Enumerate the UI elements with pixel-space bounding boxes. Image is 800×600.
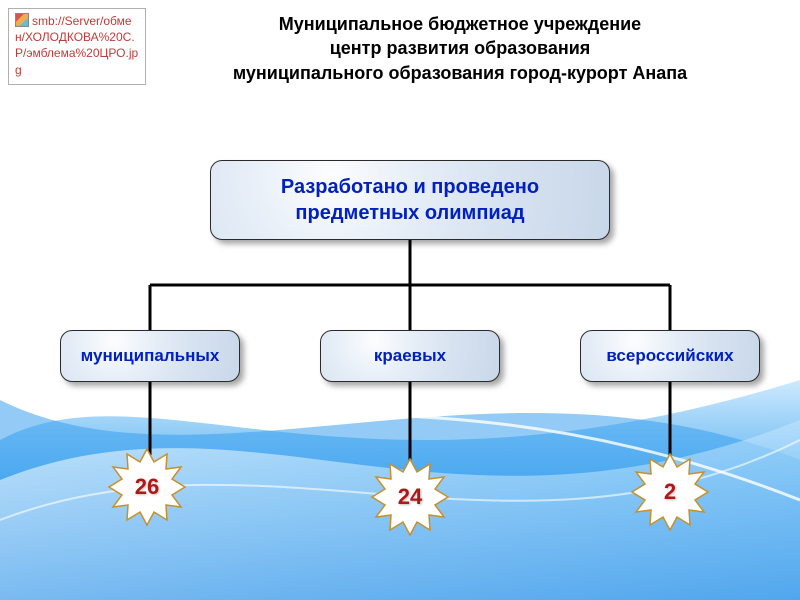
diagram-child-node: муниципальных (60, 330, 240, 382)
broken-image-placeholder: smb://Server/обмен/ХОЛОДКОВА%20С.Р/эмбле… (8, 8, 146, 85)
starburst-value: 2 (628, 450, 712, 534)
diagram-child-node: краевых (320, 330, 500, 382)
slide: smb://Server/обмен/ХОЛОДКОВА%20С.Р/эмбле… (0, 0, 800, 600)
header-line-2: центр развития образования (160, 36, 760, 60)
starburst-number: 24 (398, 484, 422, 510)
starburst-number: 26 (135, 474, 159, 500)
header-line-3: муниципального образования город-курорт … (160, 61, 760, 85)
child-label: муниципальных (81, 346, 220, 366)
diagram-root-node: Разработано и проведено предметных олимп… (210, 160, 610, 240)
root-line-2: предметных олимпиад (281, 200, 539, 226)
starburst-value: 26 (105, 445, 189, 529)
diagram-child-node: всероссийских (580, 330, 760, 382)
broken-image-icon (15, 13, 29, 27)
header-line-1: Муниципальное бюджетное учреждение (160, 12, 760, 36)
starburst-number: 2 (664, 479, 676, 505)
broken-image-path: smb://Server/обмен/ХОЛОДКОВА%20С.Р/эмбле… (15, 14, 138, 77)
starburst-value: 24 (368, 455, 452, 539)
child-label: краевых (374, 346, 446, 366)
slide-header: Муниципальное бюджетное учреждение центр… (160, 12, 760, 85)
child-label: всероссийских (606, 346, 733, 366)
root-line-1: Разработано и проведено (281, 174, 539, 200)
